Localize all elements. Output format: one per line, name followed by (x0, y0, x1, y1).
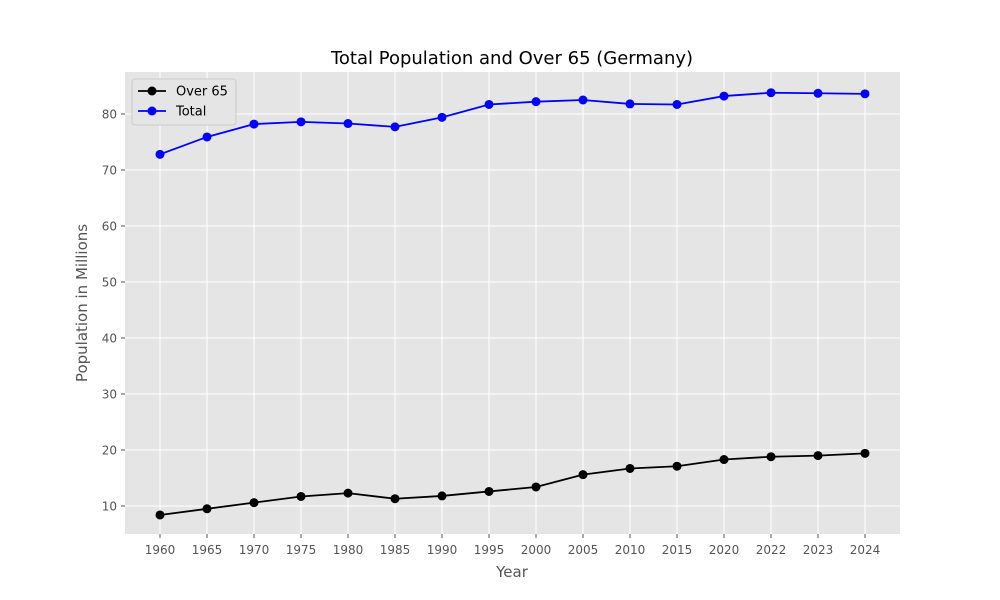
data-point-over-65 (766, 452, 776, 462)
data-point-total (860, 89, 870, 99)
data-point-total (672, 99, 682, 109)
data-point-over-65 (484, 486, 494, 496)
x-tick-label: 1975 (286, 543, 317, 557)
x-tick-label: 2005 (568, 543, 599, 557)
data-point-total (484, 99, 494, 109)
data-point-over-65 (625, 463, 635, 473)
data-point-over-65 (202, 504, 212, 514)
data-point-total (249, 119, 259, 129)
data-point-total (437, 112, 447, 122)
data-point-over-65 (813, 451, 823, 461)
y-tick-label: 30 (102, 388, 117, 402)
y-tick-label: 40 (102, 332, 117, 346)
grid-lines (125, 72, 900, 534)
series-line-total (159, 91, 866, 156)
data-point-over-65 (437, 491, 447, 501)
data-point-total (155, 149, 165, 159)
data-point-over-65 (249, 498, 259, 508)
y-tick-label: 10 (102, 500, 117, 514)
data-point-total (719, 91, 729, 101)
x-axis-ticks: 1960 1965 1970 1975 1980 1985 1990 1995 2000 2005… (145, 534, 881, 557)
x-tick-label: 2000 (521, 543, 552, 557)
x-tick-label: 1985 (380, 543, 411, 557)
data-point-total (766, 88, 776, 98)
legend-label-over-65: Over 65 (176, 85, 228, 100)
data-point-over-65 (343, 488, 353, 498)
data-point-over-65 (578, 470, 588, 480)
data-point-over-65 (155, 510, 165, 520)
data-point-over-65 (390, 494, 400, 504)
y-tick-label: 80 (102, 108, 117, 122)
data-point-total (202, 132, 212, 142)
data-point-over-65 (672, 461, 682, 471)
x-tick-label: 2023 (803, 543, 834, 557)
data-point-over-65 (719, 455, 729, 465)
y-tick-label: 60 (102, 220, 117, 234)
x-tick-label: 2024 (850, 543, 881, 557)
data-point-over-65 (531, 482, 541, 492)
x-tick-label: 1995 (474, 543, 505, 557)
legend-marker-total (147, 106, 157, 116)
y-tick-label: 70 (102, 164, 117, 178)
data-point-total (813, 88, 823, 98)
data-point-over-65 (860, 448, 870, 458)
legend-marker-over-65 (147, 86, 157, 96)
data-point-total (578, 95, 588, 105)
data-point-total (531, 97, 541, 107)
y-tick-label: 50 (102, 276, 117, 290)
x-tick-label: 1980 (333, 543, 364, 557)
data-point-total (343, 119, 353, 129)
x-tick-label: 2020 (709, 543, 740, 557)
series-layer (155, 88, 870, 520)
series-line-over-65 (159, 452, 866, 516)
legend-label-total: Total (175, 105, 206, 120)
x-axis-label: Year (495, 563, 529, 581)
data-point-total (390, 122, 400, 132)
data-point-total (296, 117, 306, 127)
x-tick-label: 2015 (662, 543, 693, 557)
x-tick-label: 2022 (756, 543, 787, 557)
plot-area (125, 72, 900, 534)
x-tick-label: 1965 (192, 543, 223, 557)
x-tick-label: 1960 (145, 543, 176, 557)
x-tick-label: 2010 (615, 543, 646, 557)
data-point-total (625, 99, 635, 109)
y-axis-ticks: 10 20 30 40 50 60 70 80 (102, 108, 125, 514)
x-tick-label: 1990 (427, 543, 458, 557)
chart-title: Total Population and Over 65 (Germany) (330, 48, 693, 69)
data-point-over-65 (296, 491, 306, 501)
y-axis-label: Population in Millions (73, 224, 91, 382)
legend: Over 65 Total (131, 78, 237, 126)
x-tick-label: 1970 (239, 543, 270, 557)
y-tick-label: 20 (102, 444, 117, 458)
